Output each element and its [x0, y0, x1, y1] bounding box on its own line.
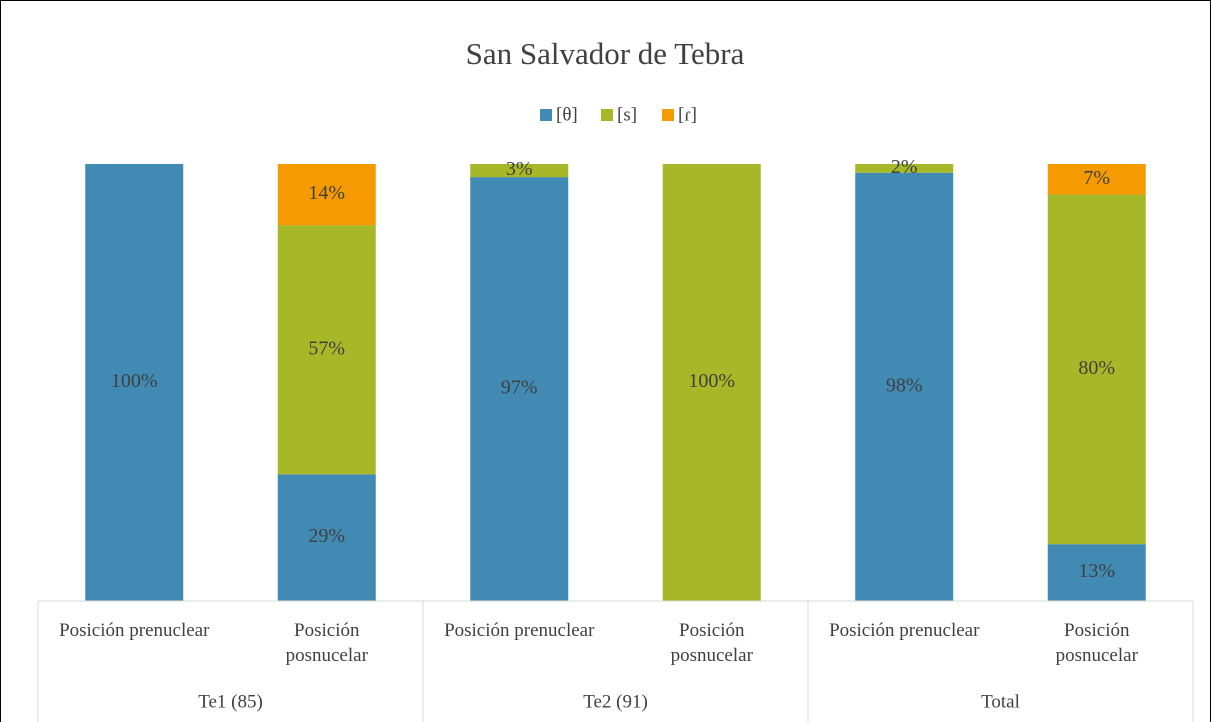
data-label: 29%	[308, 525, 345, 547]
legend-swatch	[662, 109, 674, 121]
chart-title: San Salvador de Tebra	[466, 36, 745, 71]
bar-segment	[277, 164, 376, 226]
data-label: 100%	[111, 370, 158, 392]
data-label: 98%	[886, 374, 923, 396]
bar-segment	[277, 225, 376, 475]
data-label: 97%	[501, 377, 538, 399]
legend-label: [ɾ]	[678, 104, 697, 125]
data-label: 57%	[308, 337, 345, 359]
bar-segment	[85, 164, 184, 601]
data-label: 3%	[506, 158, 533, 180]
bar-segment	[855, 164, 954, 173]
data-label: 14%	[308, 182, 345, 204]
bar-segment	[855, 172, 954, 602]
data-label: 80%	[1078, 357, 1115, 379]
x-tick-label: Posición prenuclear	[59, 620, 210, 641]
legend-label: [θ]	[556, 104, 578, 125]
bar-segment	[662, 164, 761, 601]
group-label: Total	[981, 691, 1020, 712]
x-tick-label: Posición posnucelar	[670, 620, 753, 666]
data-label: 13%	[1078, 560, 1115, 582]
bar-segment	[1047, 164, 1146, 195]
bar-segment	[470, 177, 569, 602]
x-tick-label: Posición prenuclear	[444, 620, 595, 641]
bar-segment	[470, 164, 569, 178]
data-label: 100%	[688, 370, 735, 392]
data-label: 2%	[891, 156, 918, 178]
legend-swatch	[540, 109, 552, 121]
bar-segment	[1047, 194, 1146, 545]
data-label: 7%	[1083, 167, 1110, 189]
bar-segment	[277, 474, 376, 601]
x-tick-label: Posición prenuclear	[829, 620, 980, 641]
bar-segment	[1047, 544, 1146, 601]
group-label: Te1 (85)	[198, 691, 263, 712]
legend-swatch	[601, 109, 613, 121]
group-label: Te2 (91)	[583, 691, 648, 712]
x-tick-label: Posición posnucelar	[1055, 620, 1138, 666]
legend-label: [s]	[617, 104, 637, 125]
x-tick-label: Posición posnucelar	[285, 620, 368, 666]
